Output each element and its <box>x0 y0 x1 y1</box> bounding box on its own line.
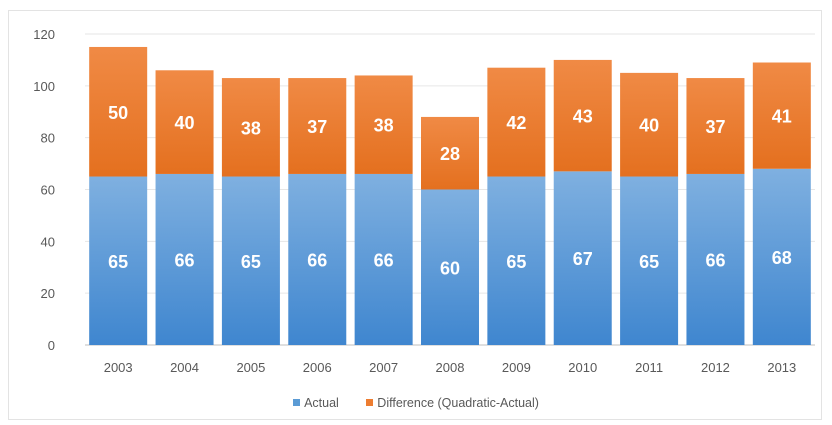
bar-difference-2010 <box>553 59 612 172</box>
bar-actual-2011 <box>620 176 679 345</box>
data-label-actual-2009: 65 <box>506 252 526 272</box>
bar-difference-2012 <box>686 78 745 174</box>
data-label-difference-2004: 40 <box>175 113 195 133</box>
data-label-difference-2005: 38 <box>241 118 261 138</box>
bar-actual-2003 <box>89 176 148 345</box>
x-tick-label: 2009 <box>502 360 531 375</box>
bar-actual-2007 <box>354 173 413 345</box>
bar-actual-2008 <box>421 189 479 345</box>
bar-difference-2007 <box>354 75 413 174</box>
data-label-actual-2010: 67 <box>573 249 593 269</box>
x-tick-label: 2012 <box>701 360 730 375</box>
data-label-actual-2005: 65 <box>241 252 261 272</box>
x-tick-label: 2013 <box>767 360 796 375</box>
data-label-difference-2009: 42 <box>506 113 526 133</box>
legend-label-actual: Actual <box>304 396 339 410</box>
bar-difference-2004 <box>155 70 214 174</box>
y-tick-label: 20 <box>41 286 55 301</box>
bar-difference-2006 <box>288 78 347 174</box>
bar-actual-2013 <box>752 168 811 345</box>
x-tick-label: 2005 <box>236 360 265 375</box>
data-label-actual-2006: 66 <box>307 250 327 270</box>
bar-actual-2005 <box>221 176 280 345</box>
y-tick-label: 60 <box>41 183 55 198</box>
legend-item-difference: Difference (Quadratic-Actual) <box>366 396 539 410</box>
data-label-actual-2013: 68 <box>772 248 792 268</box>
bar-difference-2013 <box>752 62 811 169</box>
legend-swatch-actual <box>293 399 301 406</box>
data-label-actual-2003: 65 <box>108 252 128 272</box>
data-label-actual-2007: 66 <box>374 250 394 270</box>
x-tick-label: 2011 <box>635 360 663 375</box>
y-tick-label: 80 <box>41 131 55 146</box>
bar-difference-2011 <box>620 72 679 177</box>
data-label-difference-2013: 41 <box>772 107 792 127</box>
x-tick-label: 2004 <box>170 360 199 375</box>
x-tick-label: 2007 <box>369 360 398 375</box>
x-tick-label: 2008 <box>436 360 465 375</box>
data-label-difference-2011: 40 <box>639 116 659 136</box>
bars <box>89 46 811 345</box>
bar-difference-2005 <box>221 78 280 177</box>
x-tick-label: 2010 <box>568 360 597 375</box>
data-label-actual-2004: 66 <box>175 250 195 270</box>
data-label-actual-2012: 66 <box>705 250 725 270</box>
legend-label-difference: Difference (Quadratic-Actual) <box>377 396 539 410</box>
bar-difference-2008 <box>421 116 479 190</box>
y-axis-tick-labels: 0 20 40 60 80 100 120 <box>33 27 55 353</box>
bar-actual-2004 <box>155 173 214 345</box>
chart-frame <box>8 10 822 420</box>
bar-actual-2012 <box>686 173 745 345</box>
data-label-actual-2011: 65 <box>639 252 659 272</box>
legend-swatch-difference <box>366 399 374 406</box>
data-labels: 65 50 66 40 65 38 66 37 66 38 60 28 65 42 67 43 65 40 66 37… <box>108 103 792 279</box>
data-label-difference-2008: 28 <box>440 144 460 164</box>
data-label-difference-2007: 38 <box>374 116 394 136</box>
bar-actual-2010 <box>553 171 612 345</box>
x-tick-label: 2003 <box>104 360 133 375</box>
bar-actual-2009 <box>487 176 546 345</box>
data-label-difference-2006: 37 <box>307 117 327 137</box>
y-tick-label: 100 <box>33 79 55 94</box>
bar-difference-2009 <box>487 67 546 177</box>
legend-item-actual: Actual <box>293 396 339 410</box>
legend: Actual Difference (Quadratic-Actual) <box>0 396 832 410</box>
bar-actual-2006 <box>288 173 347 345</box>
x-tick-label: 2006 <box>303 360 332 375</box>
y-tick-label: 120 <box>33 27 55 42</box>
data-label-difference-2003: 50 <box>108 103 128 123</box>
x-axis-tick-labels: 2003 2004 2005 2006 2007 2008 2009 2010 2011 2012… <box>104 360 797 375</box>
bar-difference-2003 <box>89 46 148 177</box>
data-label-difference-2010: 43 <box>573 107 593 127</box>
y-tick-label: 0 <box>48 338 55 353</box>
data-label-actual-2008: 60 <box>440 258 460 278</box>
y-tick-label: 40 <box>41 234 55 249</box>
data-label-difference-2012: 37 <box>705 117 725 137</box>
